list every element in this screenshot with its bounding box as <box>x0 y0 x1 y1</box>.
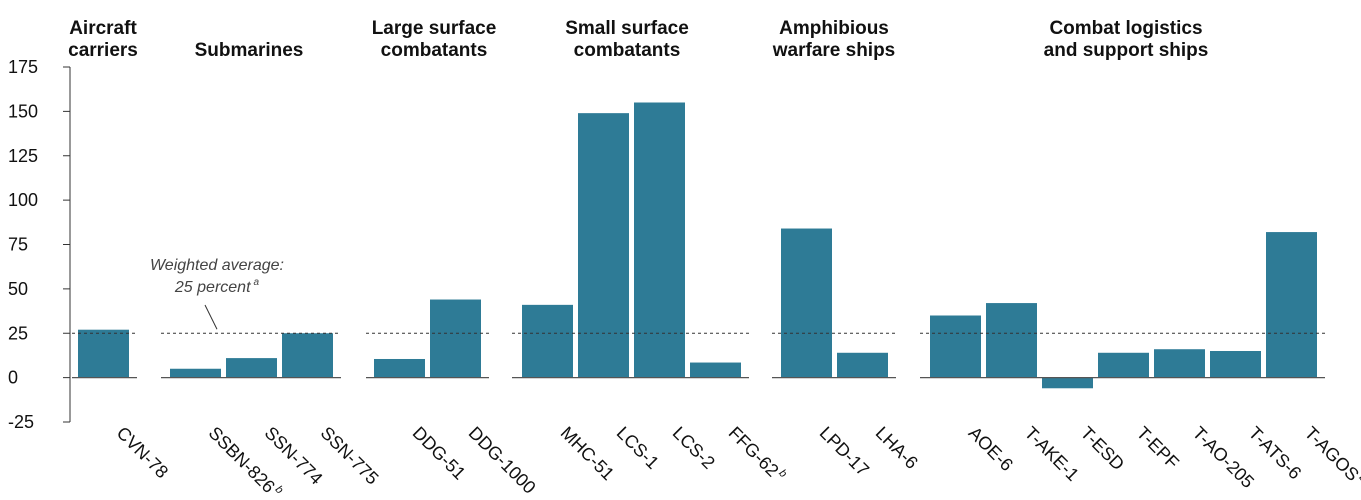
bar <box>634 102 685 378</box>
y-tick-label: -25 <box>8 412 34 432</box>
group-title: combatants <box>574 40 681 61</box>
category-label: SSN-775 <box>317 423 383 489</box>
bar <box>986 303 1037 378</box>
bar <box>1098 352 1149 378</box>
category-label: MHC-51 <box>557 423 619 485</box>
bar <box>522 304 573 378</box>
group-title: warfare ships <box>772 40 896 61</box>
bar <box>578 113 629 378</box>
group-title: Aircraft <box>69 18 137 39</box>
y-tick-label: 125 <box>8 146 38 166</box>
bar <box>170 368 221 378</box>
category-label: LHA-6 <box>872 423 922 473</box>
category-label: T-EPF <box>1133 423 1183 473</box>
group-title: Large surface <box>372 18 497 39</box>
y-tick-label: 25 <box>8 323 28 343</box>
bar <box>78 329 129 378</box>
bars <box>78 102 1317 389</box>
bar <box>430 299 481 378</box>
category-label: AOE-6 <box>965 423 1017 475</box>
y-tick-label: 100 <box>8 190 38 210</box>
bar <box>837 352 888 378</box>
weighted-average-annotation: Weighted average: 25 percent a <box>150 257 284 330</box>
bar <box>781 228 832 378</box>
y-tick-label: 75 <box>8 235 28 255</box>
bar <box>1210 351 1261 378</box>
bar <box>1042 377 1093 389</box>
category-label: DDG-1000 <box>465 423 540 498</box>
group-title: Small surface <box>565 18 689 39</box>
category-label: CVN-78 <box>113 423 172 482</box>
group-title: and support ships <box>1044 40 1209 61</box>
category-label: DDG-51 <box>409 423 470 484</box>
group-title: Combat logistics <box>1049 18 1202 39</box>
annotation-leader-line <box>204 304 218 330</box>
bar <box>226 358 277 378</box>
category-label: T-AGOSb <box>1301 422 1361 491</box>
weighted-average-value: 25 percent a <box>174 277 260 296</box>
bar <box>1154 349 1205 378</box>
bar <box>1266 232 1317 378</box>
y-tick-label: 50 <box>8 279 28 299</box>
group-title: Submarines <box>195 40 304 61</box>
category-label: LPD-17 <box>816 423 873 480</box>
group-title: Amphibious <box>779 18 889 39</box>
bar <box>930 315 981 378</box>
category-label: FFG-62b <box>725 422 789 486</box>
y-axis: -25 0 25 50 75 100 125 150 175 <box>8 57 71 432</box>
category-label: T-ESD <box>1077 423 1129 475</box>
category-label: LCS-1 <box>613 423 663 473</box>
category-label: LCS-2 <box>669 423 719 473</box>
group-title: carriers <box>68 40 138 61</box>
y-tick-label: 175 <box>8 57 38 77</box>
y-tick-label: 0 <box>8 368 18 388</box>
y-tick-label: 150 <box>8 101 38 121</box>
bar <box>374 358 425 378</box>
group-title: combatants <box>381 40 488 61</box>
bar <box>690 362 741 378</box>
bar <box>282 333 333 378</box>
weighted-average-label: Weighted average: <box>150 257 284 274</box>
category-label: T-AKE-1 <box>1021 423 1083 485</box>
